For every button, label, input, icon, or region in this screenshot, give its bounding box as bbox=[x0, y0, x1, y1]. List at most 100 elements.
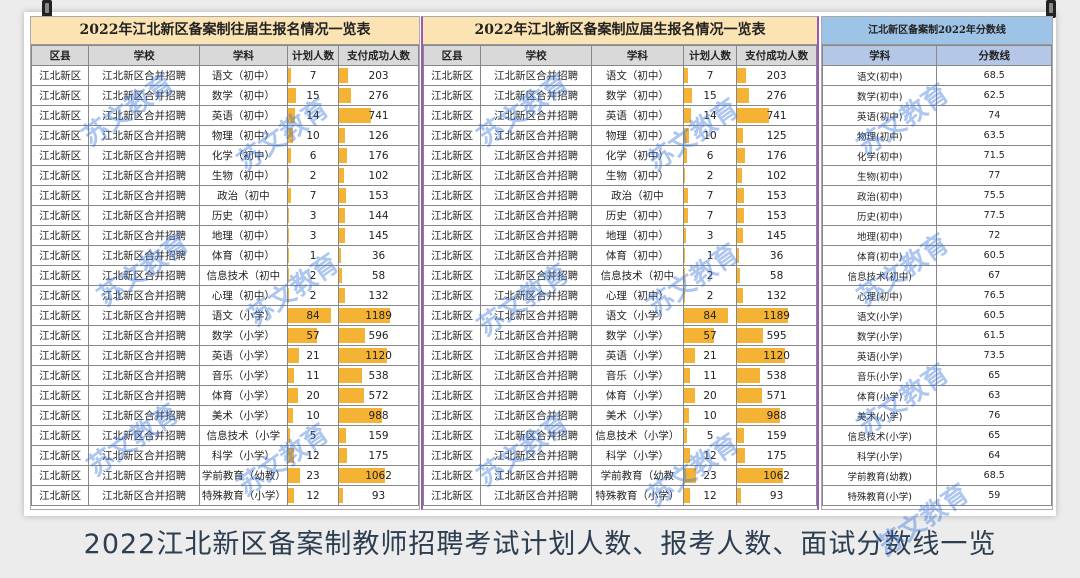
table-cell: 65 bbox=[936, 425, 1052, 446]
table-cell: 学前教育(幼教) bbox=[821, 465, 938, 486]
data-bar bbox=[684, 308, 729, 323]
column-header: 支付成功人数 bbox=[338, 45, 419, 66]
data-bar bbox=[684, 88, 692, 103]
table-cell: 数学（小学） bbox=[198, 325, 288, 346]
table-cell: 江北新区 bbox=[422, 245, 482, 266]
table-row: 江北新区 江北新区合并招聘 语文（初中） 7 203 bbox=[30, 65, 419, 86]
cell-value: 153 bbox=[368, 189, 389, 202]
cell-value: 6 bbox=[309, 149, 317, 162]
table-cell: 7 bbox=[682, 65, 738, 86]
table-cell: 江北新区 bbox=[30, 205, 90, 226]
table-row: 江北新区 江北新区合并招聘 物理（初中） 10 125 bbox=[422, 125, 817, 146]
data-bar bbox=[737, 288, 743, 303]
table-cell: 江北新区合并招聘 bbox=[480, 485, 592, 506]
data-bar bbox=[737, 168, 742, 183]
table-cell: 英语（小学） bbox=[198, 345, 288, 366]
table-cell: 江北新区合并招聘 bbox=[480, 265, 592, 286]
table-cell: 江北新区 bbox=[30, 85, 90, 106]
table-cell: 2 bbox=[286, 285, 340, 306]
cell-value: 175 bbox=[368, 449, 389, 462]
data-bar bbox=[339, 268, 342, 283]
table-cell: 江北新区合并招聘 bbox=[88, 405, 200, 426]
table-cell: 7 bbox=[682, 185, 738, 206]
table-cell: 科学（小学） bbox=[590, 445, 684, 466]
binder-clip-icon bbox=[1046, 0, 1056, 18]
table-cell: 6 bbox=[286, 145, 340, 166]
data-bar bbox=[288, 88, 296, 103]
data-bar bbox=[737, 128, 743, 143]
score-table: 学科 分数线 语文(初中) 68.5 数学(初中) 62.5 英语(初中) 74 物理(初中)… bbox=[821, 45, 1052, 506]
cell-value: 3 bbox=[706, 229, 714, 242]
table-cell: 276 bbox=[736, 85, 817, 106]
table-cell: 1189 bbox=[736, 305, 817, 326]
table-cell: 176 bbox=[338, 145, 419, 166]
data-bar bbox=[288, 148, 291, 163]
table-cell: 58 bbox=[338, 265, 419, 286]
data-bar bbox=[737, 348, 786, 363]
column-header: 学科 bbox=[821, 45, 938, 66]
table-cell: 江北新区合并招聘 bbox=[480, 445, 592, 466]
table-cell: 江北新区 bbox=[422, 385, 482, 406]
page-caption: 2022江北新区备案制教师招聘考试计划人数、报考人数、面试分数线一览 bbox=[83, 529, 997, 560]
table-cell: 10 bbox=[286, 405, 340, 426]
table-cell: 江北新区合并招聘 bbox=[88, 485, 200, 506]
table-cell: 江北新区 bbox=[422, 165, 482, 186]
table-cell: 67 bbox=[936, 265, 1052, 286]
table-cell: 江北新区 bbox=[30, 485, 90, 506]
data-bar bbox=[684, 388, 695, 403]
data-bar bbox=[737, 328, 763, 343]
table-cell: 语文（小学） bbox=[590, 305, 684, 326]
cell-value: 36 bbox=[769, 249, 784, 262]
table-cell: 76.5 bbox=[936, 285, 1052, 306]
data-bar bbox=[339, 448, 347, 463]
table-cell: 江北新区 bbox=[422, 125, 482, 146]
data-bar bbox=[684, 108, 692, 123]
table-cell: 10 bbox=[286, 125, 340, 146]
cell-value: 1062 bbox=[365, 469, 392, 482]
table-cell: 10 bbox=[682, 125, 738, 146]
score-table-title: 江北新区备案制2022年分数线 bbox=[822, 17, 1052, 45]
data-bar bbox=[288, 448, 295, 463]
data-bar bbox=[339, 408, 382, 423]
table-cell: 心理(初中) bbox=[821, 285, 938, 306]
cell-value: 596 bbox=[368, 329, 389, 342]
table-row: 数学(初中) 62.5 bbox=[821, 85, 1052, 106]
table-row: 江北新区 江北新区合并招聘 政治（初中 7 153 bbox=[30, 185, 419, 206]
table-cell: 江北新区合并招聘 bbox=[480, 125, 592, 146]
data-bar bbox=[737, 428, 745, 443]
cell-value: 12 bbox=[703, 449, 717, 462]
table-row: 美术(小学) 76 bbox=[821, 405, 1052, 426]
table-cell: 信息技术(小学) bbox=[821, 425, 938, 446]
data-bar bbox=[339, 248, 341, 263]
table-cell: 江北新区合并招聘 bbox=[88, 165, 200, 186]
table-cell: 36 bbox=[736, 245, 817, 266]
data-bar bbox=[684, 148, 688, 163]
table-cell: 153 bbox=[338, 185, 419, 206]
column-header: 学科 bbox=[198, 45, 288, 66]
table-cell: 595 bbox=[736, 325, 817, 346]
data-bar bbox=[339, 188, 346, 203]
cell-value: 203 bbox=[368, 69, 389, 82]
table-row: 江北新区 江北新区合并招聘 信息技术（小学 5 159 bbox=[30, 425, 419, 446]
table-cell: 62.5 bbox=[936, 85, 1052, 106]
table-cell: 36 bbox=[338, 245, 419, 266]
table-cell: 英语(小学) bbox=[821, 345, 938, 366]
table-cell: 1062 bbox=[338, 465, 419, 486]
table-row: 江北新区 江北新区合并招聘 体育（小学） 20 572 bbox=[30, 385, 419, 406]
table-cell: 江北新区 bbox=[30, 65, 90, 86]
table-row: 江北新区 江北新区合并招聘 英语（初中） 14 741 bbox=[422, 105, 817, 126]
cell-value: 153 bbox=[766, 209, 787, 222]
table-cell: 132 bbox=[736, 285, 817, 306]
table-cell: 江北新区合并招聘 bbox=[88, 245, 200, 266]
table-cell: 生物（初中） bbox=[590, 165, 684, 186]
data-bar bbox=[339, 468, 385, 483]
table-cell: 10 bbox=[682, 405, 738, 426]
table-row: 江北新区 江北新区合并招聘 英语（初中） 14 741 bbox=[30, 105, 419, 126]
table-cell: 7 bbox=[286, 185, 340, 206]
table-cell: 江北新区 bbox=[422, 425, 482, 446]
data-bar bbox=[737, 388, 762, 403]
cell-value: 20 bbox=[306, 389, 320, 402]
column-header: 区县 bbox=[30, 45, 90, 66]
table-row: 江北新区 江北新区合并招聘 英语（小学） 21 1120 bbox=[422, 345, 817, 366]
table-cell: 145 bbox=[338, 225, 419, 246]
